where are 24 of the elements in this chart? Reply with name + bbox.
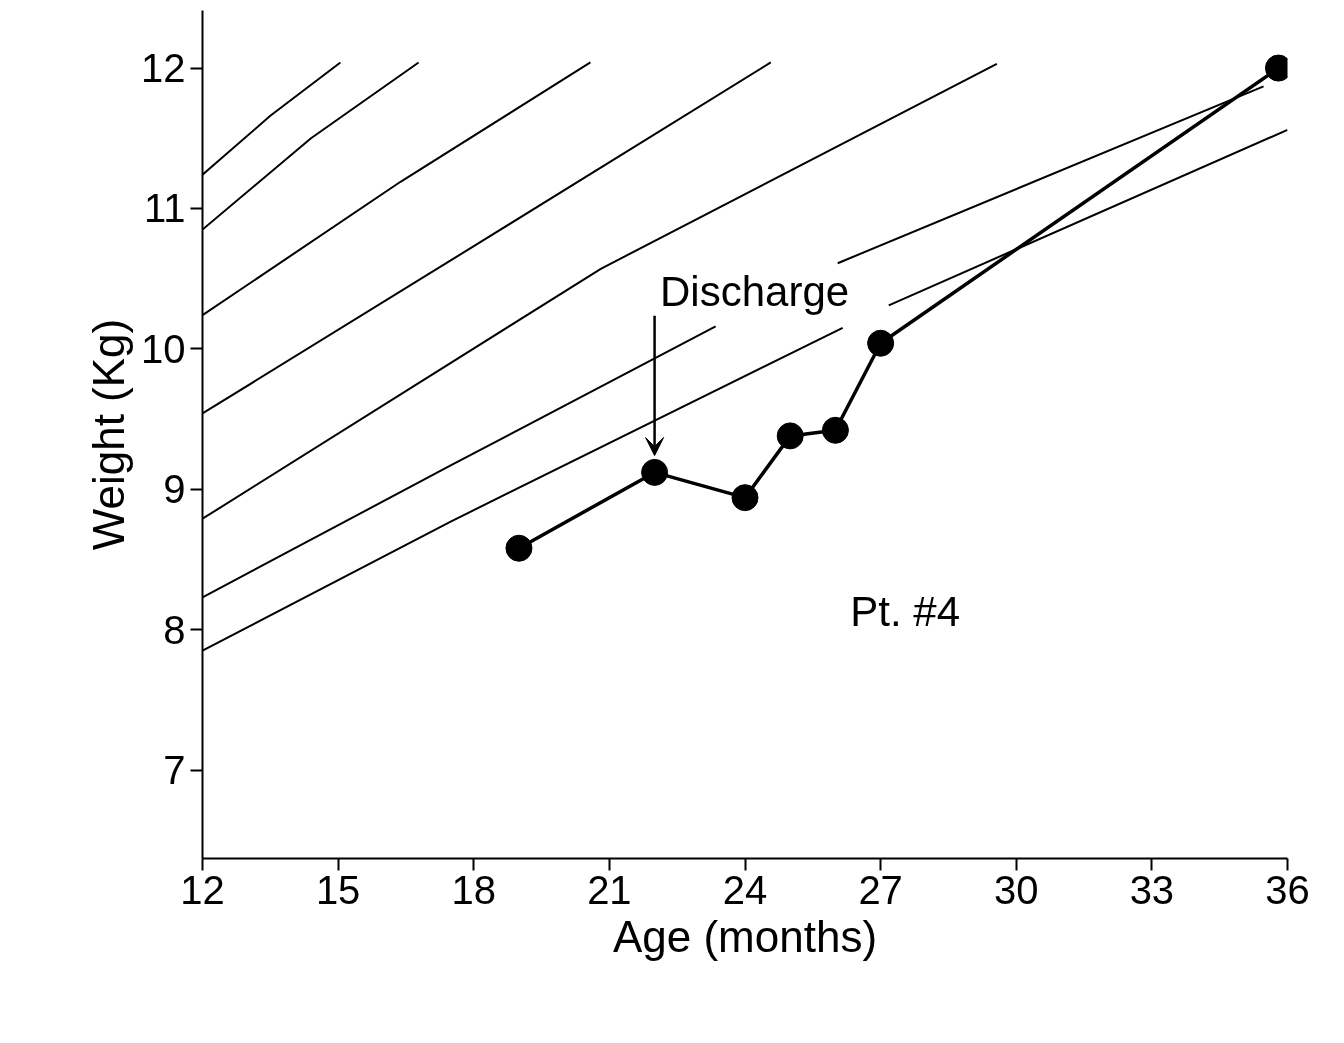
x-tick-label: 15 [315, 867, 361, 912]
y-tick-label: 12 [141, 46, 186, 91]
y-tick-label: 9 [163, 467, 186, 512]
y-axis-title: Weight (Kg) [84, 318, 134, 551]
point [867, 329, 895, 357]
x-tick-label: 21 [587, 867, 632, 912]
point [821, 416, 849, 444]
x-tick-label: 33 [1129, 867, 1175, 912]
y-tick-label: 11 [143, 186, 186, 231]
x-tick-label: 30 [994, 867, 1039, 912]
y-tick-label: 8 [163, 607, 186, 652]
point [505, 534, 533, 562]
x-tick-label: 18 [451, 867, 496, 912]
text: Pt. #4 [850, 587, 961, 635]
y-tick-label: 7 [163, 748, 186, 793]
x-tick-label: 36 [1265, 867, 1310, 912]
annotation: Discharge [660, 268, 850, 316]
x-tick-label: 27 [858, 867, 903, 912]
y-tick-label: 10 [141, 326, 186, 371]
point [641, 458, 669, 486]
point [731, 484, 759, 512]
x-axis-title: Age (months) [612, 911, 878, 961]
x-tick-label: 24 [722, 867, 768, 912]
point [776, 422, 804, 450]
